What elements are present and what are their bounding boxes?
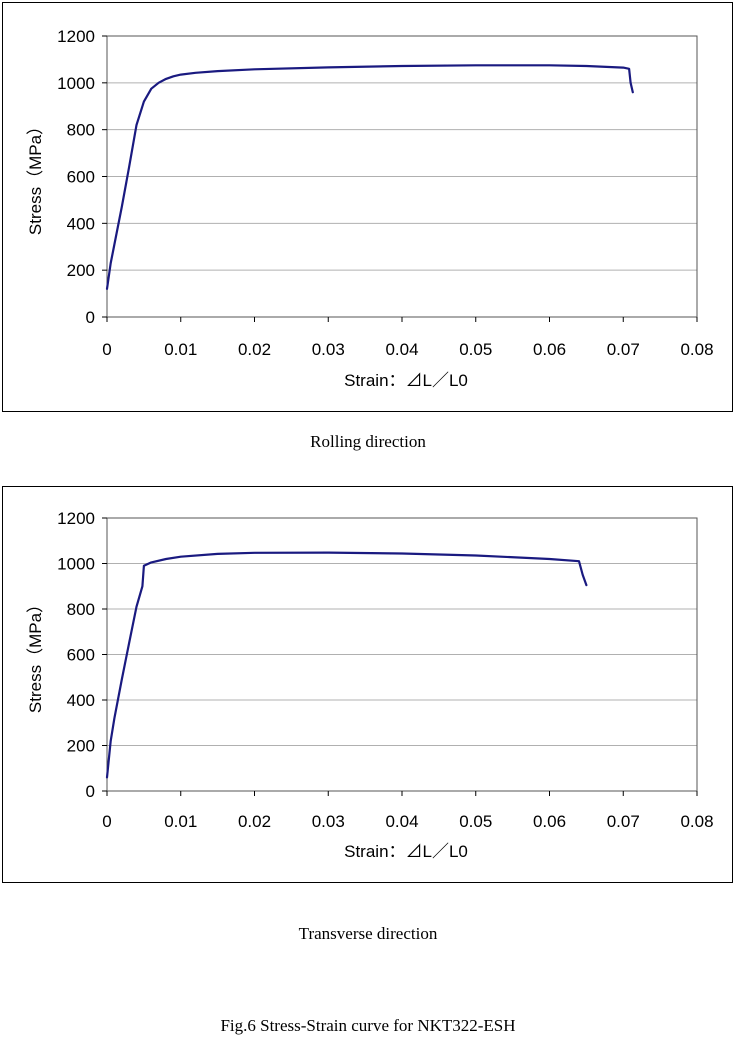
x-tick-label: 0.02 [238,812,271,831]
chart-rolling-svg: 0 200 400 600 800 1000 1200 0 0.01 0.02 0.03 0.04 0.… [26,27,714,390]
y-tick-label: 1000 [57,555,95,574]
x-tick-label: 0.07 [607,812,640,831]
x-tick-label: 0.08 [680,340,713,359]
x-tick-label: 0 [102,340,111,359]
y-tick-label: 800 [67,121,95,140]
x-tick-label: 0.04 [385,812,418,831]
x-axis-label: Strain：⊿L／L0 [344,371,468,390]
x-tick-label: 0.02 [238,340,271,359]
x-tick-label: 0.06 [533,340,566,359]
chart-rolling-direction: 0 200 400 600 800 1000 1200 0 0.01 0.02 0.03 0.04 0.… [2,2,733,412]
x-tick-label: 0.03 [312,340,345,359]
x-tick-label: 0.01 [164,812,197,831]
y-tick-label: 400 [67,691,95,710]
y-tick-label: 0 [86,308,95,327]
chart-transverse-svg: 0 200 400 600 800 1000 1200 0 0.01 0.02 0.03 0.04 0.… [26,509,714,861]
caption-transverse-direction: Transverse direction [298,924,438,943]
x-tick-label: 0.03 [312,812,345,831]
x-tick-label: 0 [102,812,111,831]
y-tick-label: 1200 [57,27,95,46]
y-tick-label: 200 [67,261,95,280]
y-tick-label: 200 [67,737,95,756]
x-tick-label: 0.05 [459,812,492,831]
y-tick-label: 600 [67,168,95,187]
figure-caption: Fig.6 Stress-Strain curve for NKT322-ESH [220,1016,516,1035]
y-tick-label: 400 [67,214,95,233]
x-axis-label: Strain：⊿L／L0 [344,842,468,861]
y-axis-label: Stress（MPa） [26,596,45,713]
x-tick-label: 0.01 [164,340,197,359]
y-axis-label: Stress（MPa） [26,118,45,235]
chart-transverse-direction: 0 200 400 600 800 1000 1200 0 0.01 0.02 0.03 0.04 0.… [2,486,733,883]
x-tick-label: 0.08 [680,812,713,831]
y-tick-label: 800 [67,600,95,619]
stress-strain-line [105,551,588,779]
y-tick-label: 600 [67,646,95,665]
x-tick-label: 0.07 [607,340,640,359]
stress-strain-line [105,64,634,290]
x-tick-label: 0.05 [459,340,492,359]
y-tick-label: 0 [86,782,95,801]
x-tick-label: 0.06 [533,812,566,831]
y-tick-label: 1200 [57,509,95,528]
y-tick-label: 1000 [57,74,95,93]
caption-rolling-direction: Rolling direction [310,432,426,451]
x-tick-label: 0.04 [385,340,418,359]
